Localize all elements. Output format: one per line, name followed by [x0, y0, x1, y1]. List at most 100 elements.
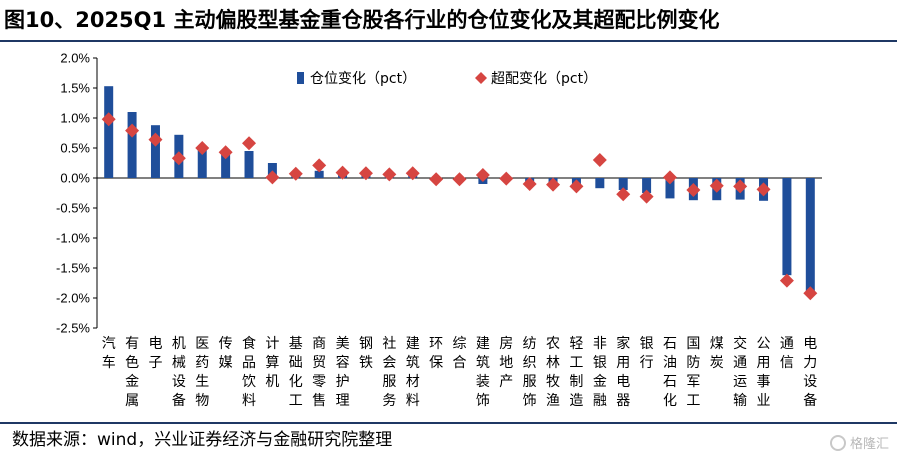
x-tick-label: 医药生物 [195, 336, 209, 409]
y-tick-label: 0.0% [60, 171, 90, 186]
y-tick-label: 0.5% [60, 141, 90, 156]
marker-point [101, 112, 116, 127]
x-tick-label: 传媒 [219, 336, 233, 371]
y-tick-label: -0.5% [56, 201, 90, 216]
marker-point [803, 286, 818, 301]
x-tick-label: 商贸零售 [312, 336, 326, 409]
x-tick-label: 通信 [780, 336, 794, 371]
title-divider [0, 40, 897, 42]
x-tick-label: 计算机 [265, 336, 279, 390]
legend-bar-swatch [297, 72, 304, 84]
marker-point [288, 166, 303, 181]
y-tick-label: -1.5% [56, 261, 90, 276]
bar-marker-chart: 2.0% 1.5% 1.0% 0.5% 0.0% -0.5% -1.0% -1.5% -2.0%… [56, 51, 822, 409]
bar [642, 178, 652, 193]
x-tick-label: 汽车 [102, 336, 116, 371]
bar [618, 178, 628, 190]
x-tick-label: 电子 [148, 336, 162, 371]
bar [150, 125, 160, 178]
marker-point [125, 123, 140, 138]
x-tick-label: 建筑材料 [406, 336, 420, 409]
marker-point [382, 167, 397, 182]
x-tick-label: 非银金融 [593, 336, 607, 409]
watermark-logo-icon [829, 434, 846, 451]
marker-point [546, 177, 561, 192]
y-tick-label: -1.0% [56, 231, 90, 246]
x-tick-label: 石油石化 [663, 336, 677, 409]
y-axis-ticks: 2.0% 1.5% 1.0% 0.5% 0.0% -0.5% -1.0% -1.5% -2.0%… [56, 51, 97, 336]
bar-series [104, 86, 815, 292]
marker-point [452, 172, 467, 187]
watermark: 格隆汇 [829, 433, 889, 452]
y-tick-label: 1.5% [60, 81, 90, 96]
marker-point [429, 172, 444, 187]
y-tick-label: -2.5% [56, 321, 90, 336]
bar [314, 170, 324, 178]
bar [782, 178, 792, 276]
marker-point [358, 166, 373, 181]
marker-point [148, 132, 163, 147]
source-divider [0, 422, 897, 424]
marker-point [569, 179, 584, 194]
chart-legend: 仓位变化（pct） 超配变化（pct） [297, 71, 597, 87]
bar [595, 178, 605, 189]
marker-point [592, 153, 607, 167]
x-tick-label: 机械设备 [172, 336, 186, 409]
marker-point [522, 177, 537, 191]
x-tick-label: 电力设备 [803, 336, 817, 409]
x-tick-label: 家用电器 [616, 335, 630, 409]
x-tick-label: 公用事业 [757, 336, 771, 409]
x-tick-label: 食品饮料 [242, 335, 256, 409]
x-tick-label: 有色金属 [125, 336, 139, 409]
x-tick-label: 纺织服饰 [523, 336, 537, 409]
bar [104, 86, 114, 178]
bar [805, 178, 815, 292]
marker-point [662, 170, 677, 185]
marker-point [405, 166, 420, 181]
bar [197, 146, 207, 178]
bar [665, 178, 675, 199]
x-tick-label: 交通运输 [733, 335, 747, 409]
x-tick-label: 农林牧渔 [546, 336, 560, 409]
marker-point [733, 179, 748, 194]
y-tick-label: 2.0% [60, 51, 90, 66]
chart-title: 图10、2025Q1 主动偏股型基金重仓股各行业的仓位变化及其超配比例变化 [4, 8, 720, 32]
marker-point [195, 141, 210, 155]
marker-series [101, 112, 818, 301]
marker-point [218, 145, 233, 160]
bar [221, 154, 231, 178]
marker-point [242, 136, 257, 151]
x-axis-ticks: 汽车有色金属电子机械设备医药生物传媒食品饮料计算机基础化工商贸零售美容护理钢铁社… [102, 335, 818, 409]
x-tick-label: 基础化工 [289, 335, 303, 409]
source-note: 数据来源：wind，兴业证券经济与金融研究院整理 [12, 430, 393, 450]
x-tick-label: 煤炭 [710, 336, 724, 371]
x-tick-label: 美容护理 [336, 336, 350, 409]
x-tick-label: 综合 [453, 336, 467, 371]
x-tick-label: 房地产 [499, 336, 513, 390]
marker-point [616, 187, 631, 202]
x-tick-label: 社会服务 [382, 336, 396, 409]
y-tick-label: -2.0% [56, 291, 90, 306]
x-tick-label: 银行 [640, 336, 654, 371]
marker-point [265, 170, 280, 185]
marker-point [312, 158, 327, 173]
bar [244, 151, 254, 178]
x-tick-label: 环保 [429, 336, 443, 371]
x-tick-label: 轻工制造 [569, 336, 583, 409]
x-tick-label: 国防军工 [686, 336, 700, 409]
marker-point [639, 189, 654, 204]
x-tick-label: 建筑装饰 [476, 336, 490, 409]
marker-point [475, 168, 490, 182]
marker-point [171, 151, 186, 166]
marker-point [499, 171, 514, 186]
marker-point [756, 182, 771, 197]
legend-label: 仓位变化（pct） [310, 71, 416, 87]
legend-marker-swatch [475, 72, 487, 84]
marker-point [709, 178, 724, 193]
bar [127, 112, 137, 178]
marker-point [335, 165, 350, 180]
watermark-text: 格隆汇 [849, 437, 889, 452]
marker-point [779, 273, 794, 288]
y-tick-label: 1.0% [60, 111, 90, 126]
marker-point [686, 183, 701, 197]
